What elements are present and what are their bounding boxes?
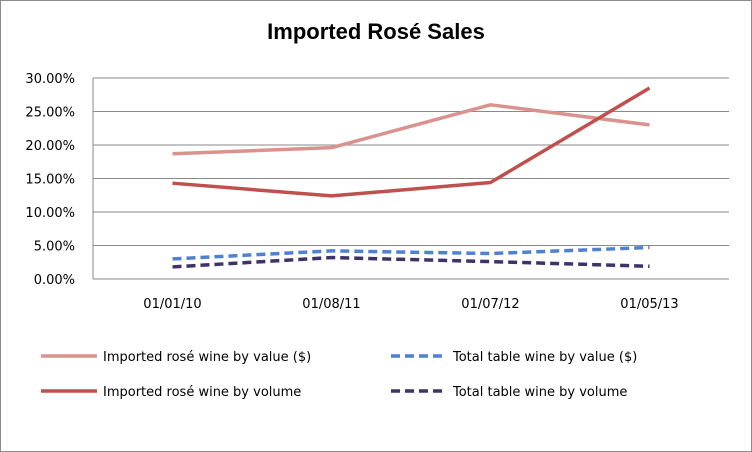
x-tick-label: 01/01/10 — [143, 297, 201, 312]
series-line — [172, 103, 650, 156]
y-tick-label: 10.00% — [25, 206, 75, 221]
legend-label: Imported rosé wine by value ($) — [103, 350, 311, 365]
legend-label: Total table wine by volume — [452, 385, 627, 400]
y-tick-label: 15.00% — [25, 173, 75, 188]
y-tick-label: 25.00% — [25, 106, 75, 121]
y-tick-label: 30.00% — [25, 72, 75, 87]
x-tick-label: 01/05/13 — [620, 297, 678, 312]
legend-label: Imported rosé wine by volume — [103, 385, 301, 400]
chart-title: Imported Rosé Sales — [267, 19, 485, 44]
y-tick-label: 5.00% — [34, 240, 75, 255]
series-line — [172, 86, 651, 198]
x-tick-label: 01/07/12 — [461, 297, 519, 312]
legend-label: Total table wine by value ($) — [452, 350, 637, 365]
series-line — [172, 255, 650, 269]
series-line — [172, 245, 650, 261]
x-tick-label: 01/08/11 — [302, 297, 360, 312]
y-tick-label: 0.00% — [34, 273, 75, 288]
y-tick-label: 20.00% — [25, 139, 75, 154]
